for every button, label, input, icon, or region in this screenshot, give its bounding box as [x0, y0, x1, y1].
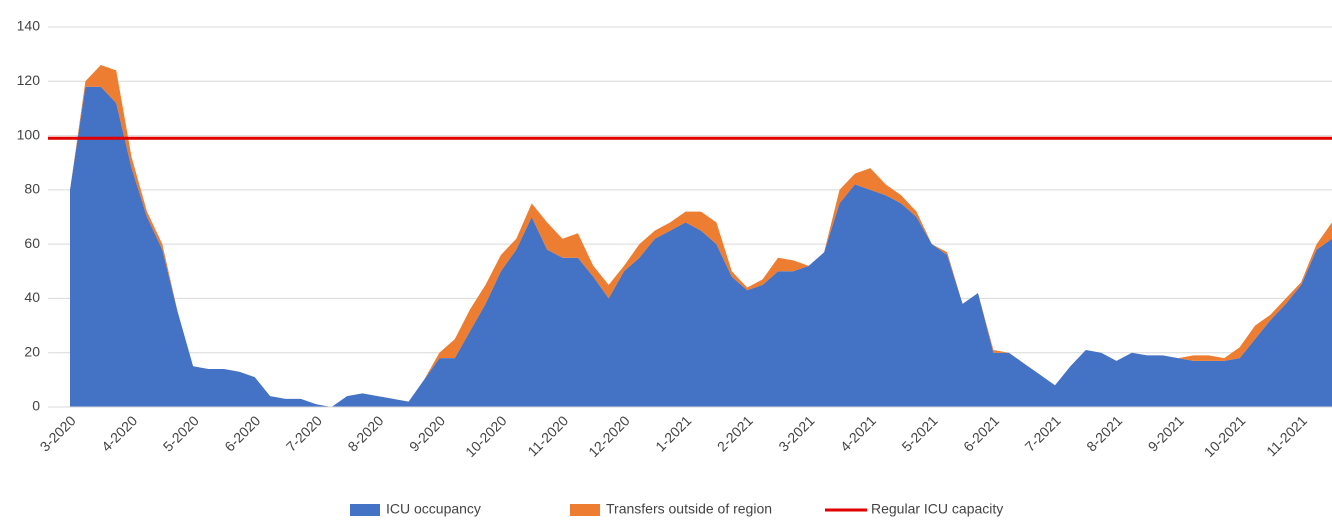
x-tick-label: 5-2020 [160, 412, 202, 454]
x-tick-label: 7-2021 [1022, 412, 1064, 454]
x-tick-label: 4-2020 [98, 412, 140, 454]
y-tick-label: 140 [17, 18, 41, 34]
x-tick-label: 3-2020 [37, 412, 79, 454]
x-tick-label: 11-2020 [524, 412, 571, 459]
x-tick-label: 12-2020 [585, 412, 633, 460]
y-tick-label: 120 [17, 72, 41, 88]
x-tick-label: 5-2021 [898, 412, 940, 454]
legend-item: ICU occupancy [350, 501, 481, 517]
y-tick-label: 40 [24, 289, 40, 305]
y-tick-label: 20 [24, 343, 40, 359]
x-tick-label: 8-2020 [344, 412, 386, 454]
legend-swatch [570, 504, 600, 516]
x-tick-label: 4-2021 [837, 412, 879, 454]
y-tick-label: 0 [32, 398, 40, 414]
x-tick-label: 9-2021 [1145, 412, 1187, 454]
legend-item: Transfers outside of region [570, 501, 772, 517]
legend-label: Transfers outside of region [606, 501, 772, 517]
area [70, 86, 1332, 407]
y-tick-label: 80 [24, 181, 40, 197]
legend-swatch [350, 504, 380, 516]
x-tick-label: 10-2021 [1201, 412, 1249, 460]
x-tick-label: 2-2021 [714, 412, 756, 454]
x-tick-label: 3-2021 [775, 412, 817, 454]
y-tick-label: 60 [24, 235, 40, 251]
x-tick-label: 6-2020 [221, 412, 263, 454]
x-tick-label: 6-2021 [960, 412, 1002, 454]
legend-label: ICU occupancy [386, 501, 481, 517]
x-tick-label: 10-2020 [462, 412, 510, 460]
x-tick-label: 7-2020 [283, 412, 325, 454]
x-tick-label: 11-2021 [1263, 412, 1310, 459]
legend-item: Regular ICU capacity [825, 501, 1003, 517]
x-tick-label: 9-2020 [406, 412, 448, 454]
x-tick-label: 8-2021 [1083, 412, 1125, 454]
legend-label: Regular ICU capacity [871, 501, 1003, 517]
x-tick-label: 1-2021 [652, 412, 694, 454]
y-tick-label: 100 [17, 126, 41, 142]
